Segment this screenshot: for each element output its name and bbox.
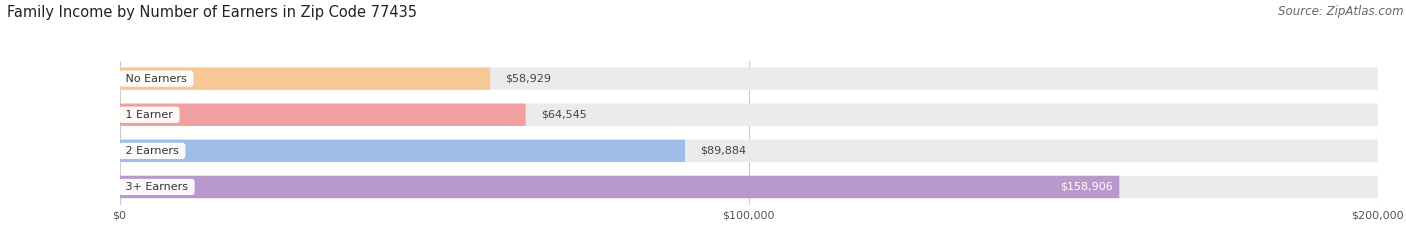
Text: No Earners: No Earners (122, 74, 190, 84)
FancyBboxPatch shape (120, 140, 685, 162)
Text: $58,929: $58,929 (505, 74, 551, 84)
Text: Source: ZipAtlas.com: Source: ZipAtlas.com (1278, 5, 1403, 18)
FancyBboxPatch shape (120, 67, 491, 90)
FancyBboxPatch shape (120, 176, 1378, 198)
Text: Family Income by Number of Earners in Zip Code 77435: Family Income by Number of Earners in Zi… (7, 5, 418, 20)
Text: $64,545: $64,545 (541, 110, 586, 120)
Text: $89,884: $89,884 (700, 146, 747, 156)
FancyBboxPatch shape (120, 140, 1378, 162)
FancyBboxPatch shape (120, 176, 1119, 198)
FancyBboxPatch shape (120, 67, 1378, 90)
Text: 3+ Earners: 3+ Earners (122, 182, 191, 192)
FancyBboxPatch shape (120, 103, 526, 126)
FancyBboxPatch shape (120, 103, 1378, 126)
Text: 1 Earner: 1 Earner (122, 110, 176, 120)
Text: 2 Earners: 2 Earners (122, 146, 183, 156)
Text: $158,906: $158,906 (1060, 182, 1114, 192)
